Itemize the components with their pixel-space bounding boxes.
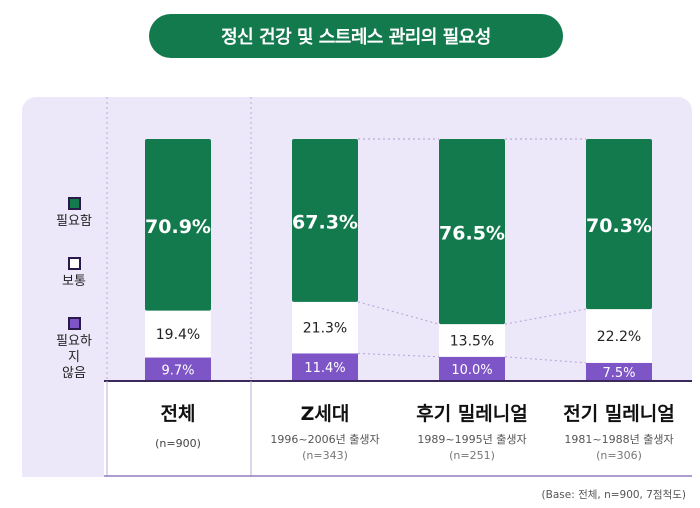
data-label-needed-0: 70.9% [145,216,211,238]
bar-neutral-0 [145,310,211,358]
legend-swatch-white [67,257,81,270]
bar-neutral-3 [586,309,652,363]
source-note: (Base: 전체, n=900, 7점척도) [541,489,686,501]
legend-item-not-needed: 필요하지 않음 [52,317,96,382]
category-label-3: 전기 밀레니얼 [563,403,675,425]
data-label-needed-2: 76.5% [439,223,505,245]
bar-neutral-2 [439,324,505,357]
category-label-2: 후기 밀레니얼 [416,403,528,425]
legend-item-neutral: 보통 [52,257,96,290]
chart-panel: 9.7% 19.4% 70.9% 11.4% 21.3% 67.3% 10.0% 13.5% 7… [22,97,692,477]
category-n-3: (n=306) [596,449,642,462]
legend-item-needed: 필요함 [52,197,96,230]
bar-not-needed-0 [145,357,211,381]
legend-label: 필요함 [56,214,92,229]
legend-swatch-green [67,197,81,210]
connector-2-1 [504,356,587,364]
category-n-1: (n=343) [302,449,348,462]
category-n-2: (n=251) [449,449,495,462]
data-label-not-needed-2: 10.0% [451,363,492,378]
bar-needed-1 [292,139,358,302]
data-label-not-needed-0: 9.7% [161,363,194,378]
data-label-needed-3: 70.3% [586,215,652,237]
category-label-area [104,381,692,477]
bar-not-needed-3 [586,362,652,381]
connector-1-2 [357,301,440,325]
category-subtitle-1: 1996~2006년 출생자 [270,433,379,446]
category-label-0: 전체 [161,403,196,425]
category-subtitle-3: 1981~1988년 출생자 [564,433,673,446]
data-label-needed-1: 67.3% [292,211,358,233]
data-label-neutral-3: 22.2% [597,329,641,345]
data-label-neutral-0: 19.4% [156,327,200,343]
data-label-neutral-2: 13.5% [450,333,494,349]
bar-not-needed-1 [292,353,358,381]
legend-label: 보통 [62,274,86,289]
category-subtitle-2: 1989~1995년 출생자 [417,433,526,446]
legend-label: 필요하지 않음 [56,334,92,381]
connector-1-1 [357,352,440,358]
stacked-bar-chart: 9.7% 19.4% 70.9% 11.4% 21.3% 67.3% 10.0% 13.5% 7… [104,97,692,477]
bar-neutral-1 [292,301,358,354]
chart-title: 정신 건강 및 스트레스 관리의 필요성 [149,14,563,58]
connector-2-2 [504,308,587,325]
data-label-not-needed-1: 11.4% [304,361,345,376]
bar-needed-3 [586,139,652,310]
bar-not-needed-2 [439,356,505,381]
category-label-1: Z세대 [301,403,350,425]
legend-swatch-purple [67,317,81,330]
bar-needed-2 [439,139,505,325]
category-n-0: (n=900) [155,437,201,450]
data-label-neutral-1: 21.3% [303,321,347,337]
bar-needed-0 [145,139,211,311]
data-label-not-needed-3: 7.5% [602,366,635,381]
